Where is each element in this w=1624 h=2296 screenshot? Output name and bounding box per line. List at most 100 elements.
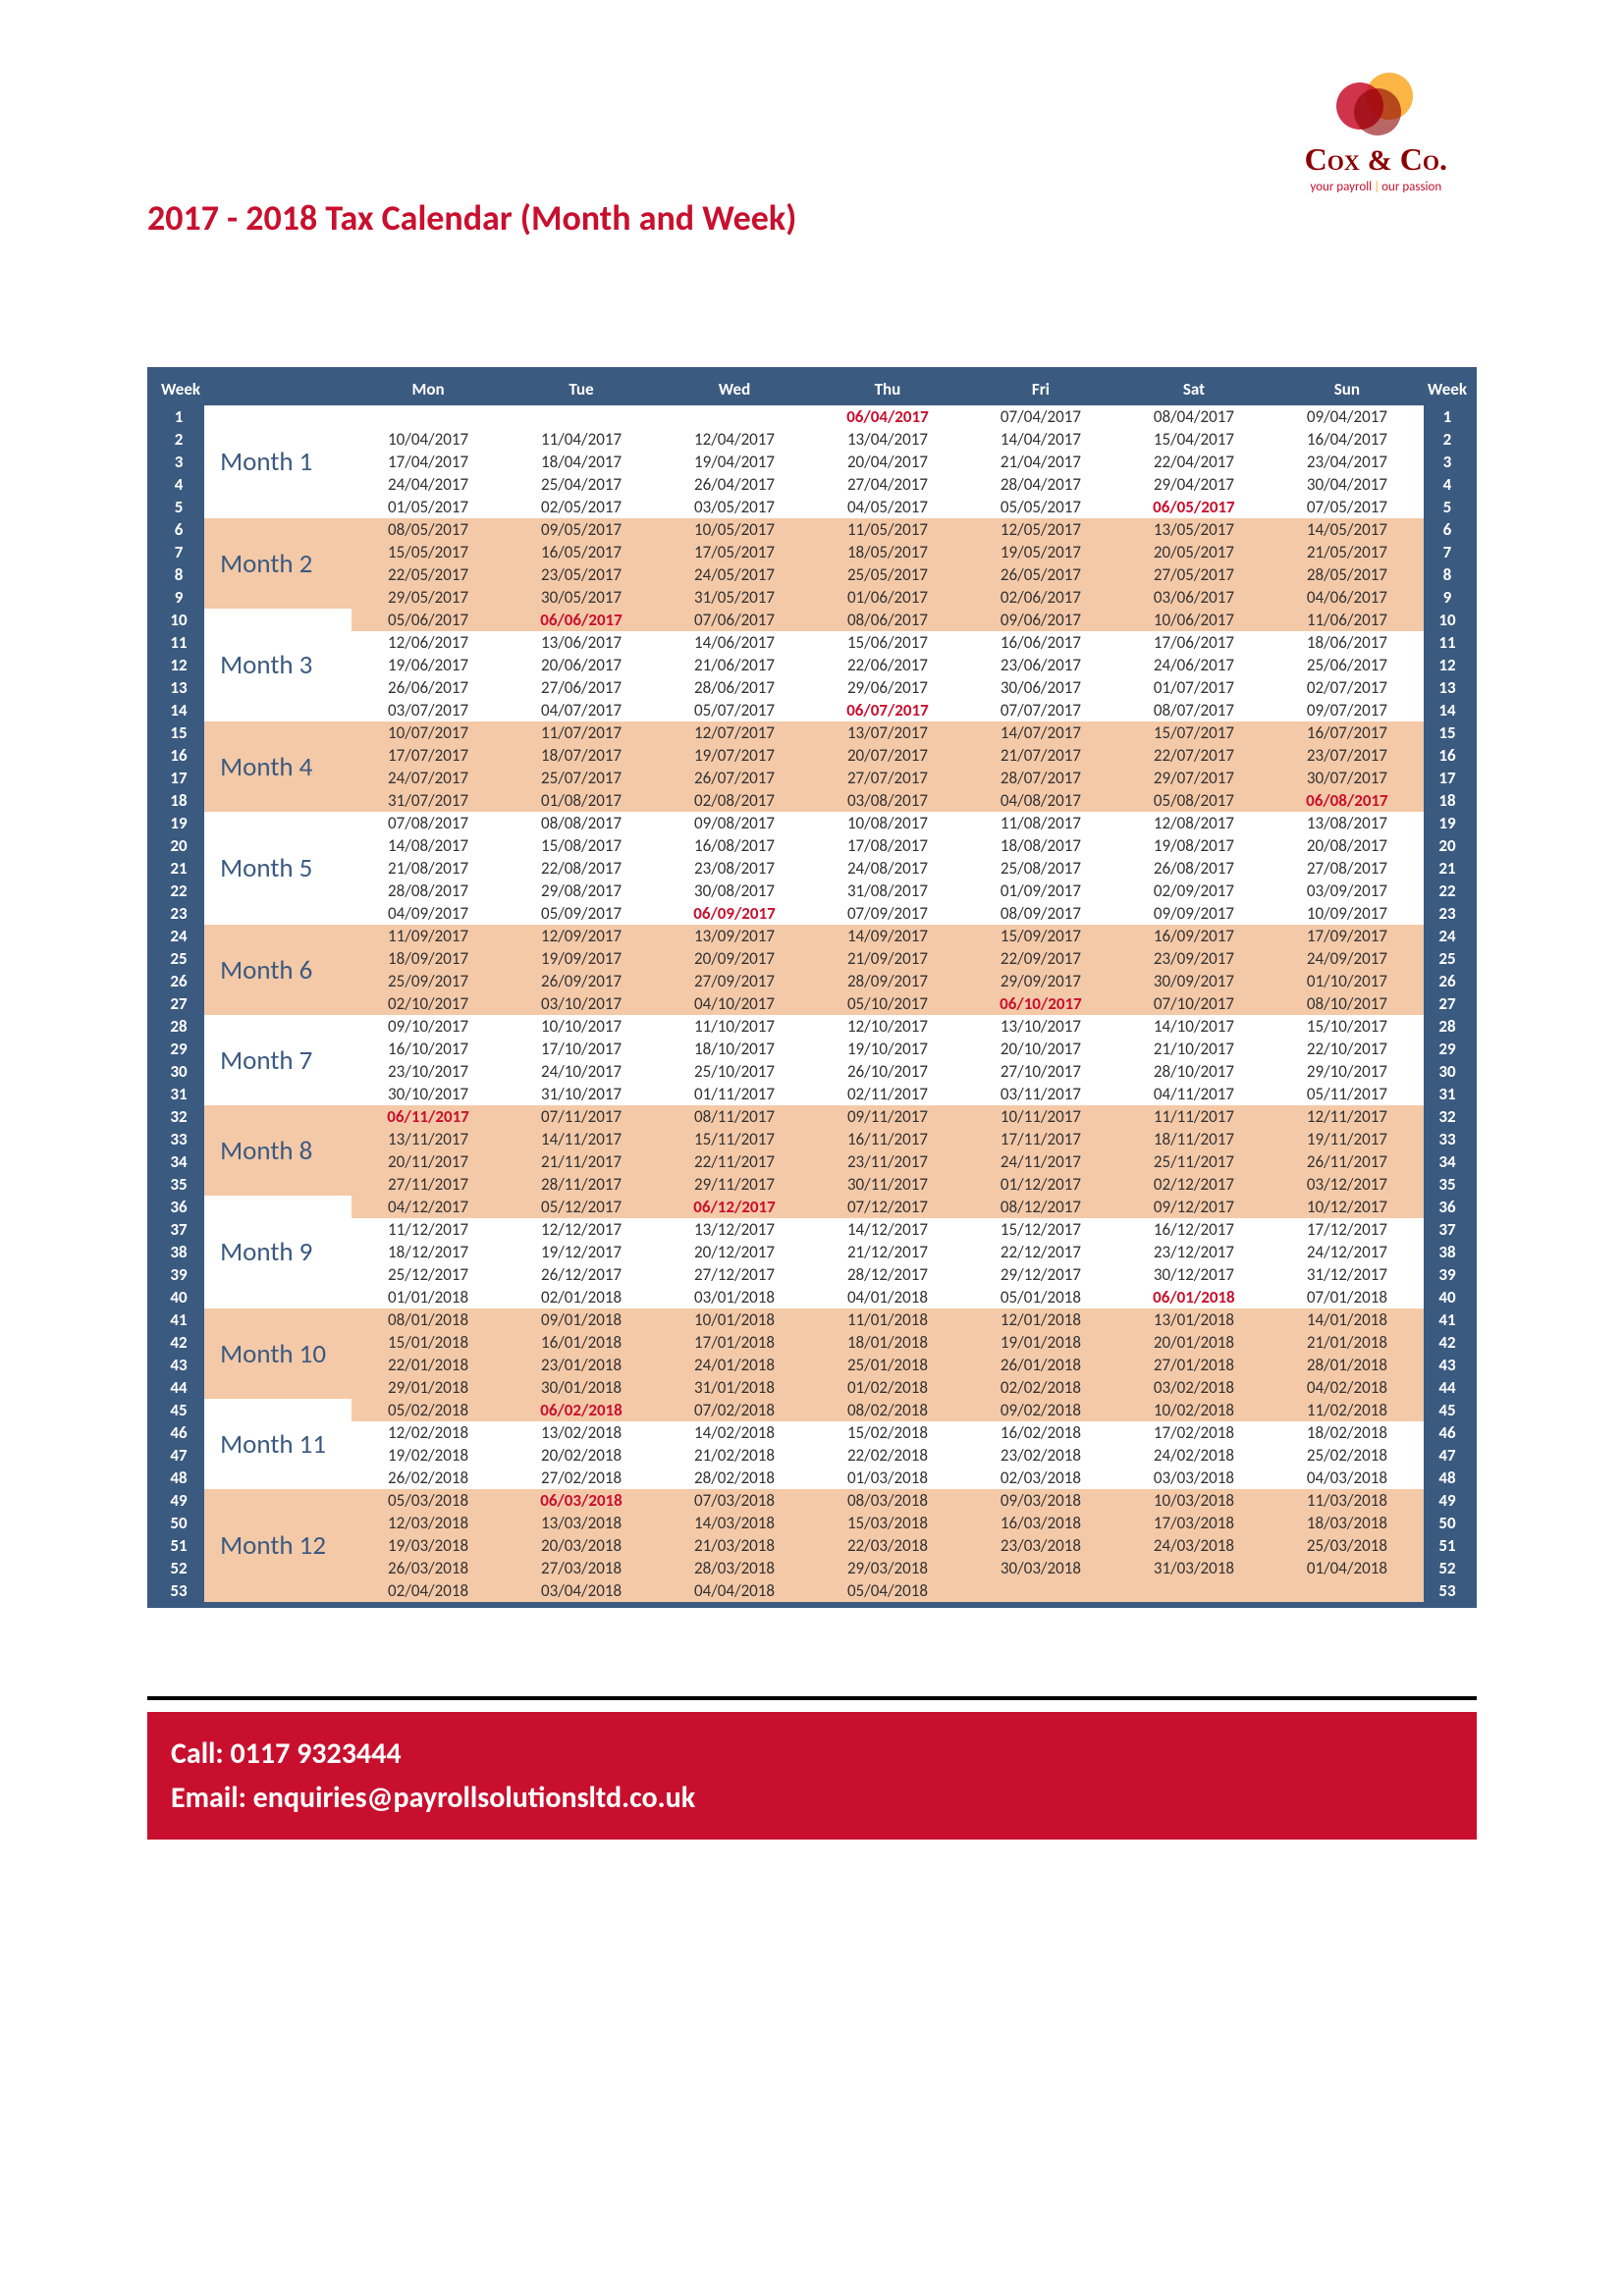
date-cell: 26/11/2017 [1271, 1150, 1424, 1173]
week-number-right: 44 [1424, 1376, 1471, 1399]
date-cell: 22/04/2017 [1117, 451, 1271, 473]
week-number-left: 11 [153, 631, 204, 654]
date-cell: 11/12/2017 [352, 1218, 505, 1241]
date-cell: 10/07/2017 [352, 721, 505, 744]
week-number-left: 25 [153, 947, 204, 970]
col-month [204, 373, 352, 405]
date-cell: 21/02/2018 [658, 1444, 811, 1467]
date-cell: 26/03/2018 [352, 1557, 505, 1579]
date-cell: 11/01/2018 [811, 1308, 964, 1331]
date-cell: 12/01/2018 [964, 1308, 1117, 1331]
date-cell: 13/07/2017 [811, 721, 964, 744]
date-cell: 15/03/2018 [811, 1512, 964, 1534]
date-cell: 16/03/2018 [964, 1512, 1117, 1534]
date-cell: 14/06/2017 [658, 631, 811, 654]
week-number-left: 29 [153, 1038, 204, 1060]
date-cell: 19/02/2018 [352, 1444, 505, 1467]
week-number-right: 14 [1424, 699, 1471, 721]
date-cell: 04/05/2017 [811, 496, 964, 518]
date-cell: 27/07/2017 [811, 767, 964, 789]
date-cell: 24/05/2017 [658, 563, 811, 586]
date-cell: 27/10/2017 [964, 1060, 1117, 1083]
date-cell: 25/07/2017 [505, 767, 658, 789]
date-cell [352, 405, 505, 428]
week-number-right: 42 [1424, 1331, 1471, 1354]
date-cell: 11/03/2018 [1271, 1489, 1424, 1512]
date-cell: 03/10/2017 [505, 992, 658, 1015]
table-row: 15Month 410/07/201711/07/201712/07/20171… [153, 721, 1471, 744]
week-number-left: 24 [153, 925, 204, 947]
date-cell: 02/06/2017 [964, 586, 1117, 609]
week-number-right: 27 [1424, 992, 1471, 1015]
date-cell: 18/01/2018 [811, 1331, 964, 1354]
date-cell: 07/10/2017 [1117, 992, 1271, 1015]
date-cell: 23/04/2017 [1271, 451, 1424, 473]
month-label: Month 8 [204, 1105, 352, 1196]
date-cell: 12/07/2017 [658, 721, 811, 744]
date-cell: 18/09/2017 [352, 947, 505, 970]
week-number-right: 30 [1424, 1060, 1471, 1083]
date-cell: 03/06/2017 [1117, 586, 1271, 609]
table-row: 3313/11/201714/11/201715/11/201716/11/20… [153, 1128, 1471, 1150]
date-cell: 08/06/2017 [811, 609, 964, 631]
week-number-right: 23 [1424, 902, 1471, 925]
date-cell: 10/06/2017 [1117, 609, 1271, 631]
week-number-right: 10 [1424, 609, 1471, 631]
date-cell: 26/06/2017 [352, 676, 505, 699]
date-cell: 19/04/2017 [658, 451, 811, 473]
page-title: 2017 - 2018 Tax Calendar (Month and Week… [147, 196, 1477, 240]
date-cell: 22/10/2017 [1271, 1038, 1424, 1060]
calendar-table: Week Mon Tue Wed Thu Fri Sat Sun Week 1M… [147, 367, 1477, 1608]
date-cell [505, 405, 658, 428]
week-number-left: 8 [153, 563, 204, 586]
week-number-left: 45 [153, 1399, 204, 1421]
date-cell: 20/03/2018 [505, 1534, 658, 1557]
week-number-right: 8 [1424, 563, 1471, 586]
date-cell: 28/12/2017 [811, 1263, 964, 1286]
date-cell: 03/04/2018 [505, 1579, 658, 1602]
table-row: 24Month 611/09/201712/09/201713/09/20171… [153, 925, 1471, 947]
date-cell: 05/06/2017 [352, 609, 505, 631]
date-cell: 27/05/2017 [1117, 563, 1271, 586]
date-cell: 26/02/2018 [352, 1467, 505, 1489]
date-cell: 03/03/2018 [1117, 1467, 1271, 1489]
table-row: 2625/09/201726/09/201727/09/201728/09/20… [153, 970, 1471, 992]
date-cell: 06/02/2018 [505, 1399, 658, 1421]
date-cell: 02/02/2018 [964, 1376, 1117, 1399]
date-cell: 28/01/2018 [1271, 1354, 1424, 1376]
contact-footer: Call: 0117 9323444 Email: enquiries@payr… [147, 1712, 1477, 1840]
table-row: 822/05/201723/05/201724/05/201725/05/201… [153, 563, 1471, 586]
date-cell: 02/04/2018 [352, 1579, 505, 1602]
week-number-right: 46 [1424, 1421, 1471, 1444]
date-cell: 18/10/2017 [658, 1038, 811, 1060]
date-cell: 22/09/2017 [964, 947, 1117, 970]
date-cell: 13/02/2018 [505, 1421, 658, 1444]
table-row: 3818/12/201719/12/201720/12/201721/12/20… [153, 1241, 1471, 1263]
week-number-right: 45 [1424, 1399, 1471, 1421]
date-cell: 23/12/2017 [1117, 1241, 1271, 1263]
date-cell: 22/03/2018 [811, 1534, 964, 1557]
date-cell: 11/02/2018 [1271, 1399, 1424, 1421]
week-number-left: 35 [153, 1173, 204, 1196]
date-cell: 11/11/2017 [1117, 1105, 1271, 1128]
week-number-left: 50 [153, 1512, 204, 1534]
date-cell: 28/05/2017 [1271, 563, 1424, 586]
week-number-right: 15 [1424, 721, 1471, 744]
date-cell: 02/12/2017 [1117, 1173, 1271, 1196]
date-cell: 29/06/2017 [811, 676, 964, 699]
date-cell: 27/01/2018 [1117, 1354, 1271, 1376]
date-cell: 30/07/2017 [1271, 767, 1424, 789]
week-number-right: 7 [1424, 541, 1471, 563]
date-cell: 10/11/2017 [964, 1105, 1117, 1128]
date-cell: 13/05/2017 [1117, 518, 1271, 541]
date-cell: 23/08/2017 [658, 857, 811, 880]
date-cell: 11/08/2017 [964, 812, 1117, 834]
date-cell: 13/03/2018 [505, 1512, 658, 1534]
week-number-left: 26 [153, 970, 204, 992]
date-cell: 25/01/2018 [811, 1354, 964, 1376]
date-cell: 06/01/2018 [1117, 1286, 1271, 1308]
week-number-left: 27 [153, 992, 204, 1015]
date-cell: 07/12/2017 [811, 1196, 964, 1218]
table-row: 2228/08/201729/08/201730/08/201731/08/20… [153, 880, 1471, 902]
date-cell: 12/12/2017 [505, 1218, 658, 1241]
